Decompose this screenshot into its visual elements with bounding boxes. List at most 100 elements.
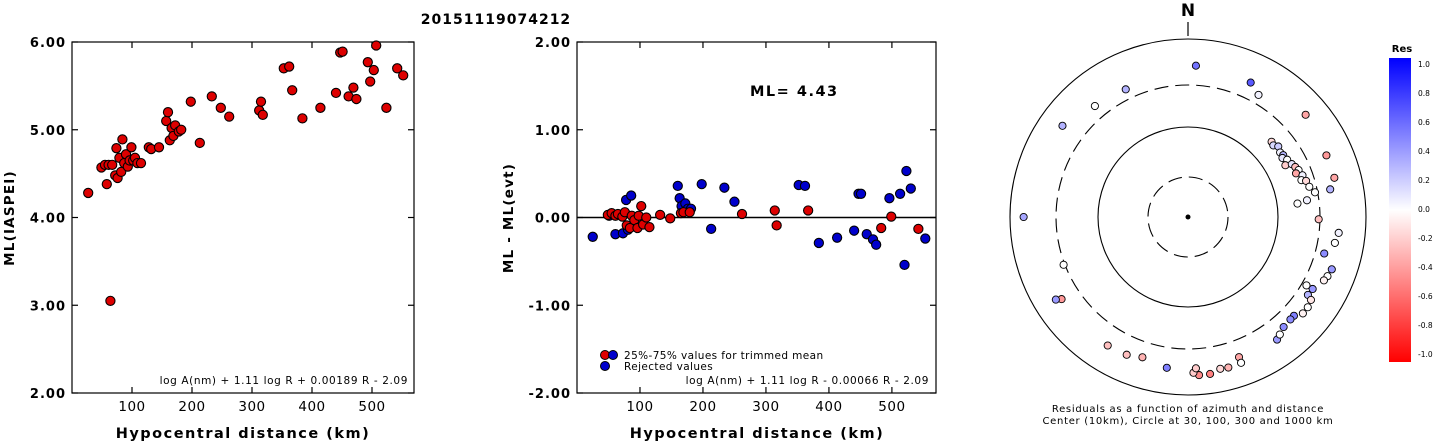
colorbar-tick-label: 0.8 bbox=[1418, 89, 1430, 98]
y-tick-label: 0.00 bbox=[535, 212, 571, 227]
azimuth-point bbox=[1305, 182, 1314, 191]
ml-point bbox=[126, 142, 137, 153]
colorbar-tick-label: -0.4 bbox=[1418, 263, 1433, 272]
residual-point-rejected bbox=[729, 196, 740, 207]
residual-point-rejected bbox=[855, 188, 867, 199]
colorbar-tick-label: -1.0 bbox=[1418, 350, 1433, 359]
azimuth-point bbox=[1237, 358, 1246, 367]
ml-point bbox=[284, 61, 295, 72]
legend-label-trimmed-mean: 25%-75% values for trimmed mean bbox=[624, 350, 824, 362]
panel1-formula: log A(nm) + 1.11 log R + 0.00189 R - 2.0… bbox=[160, 375, 408, 387]
azimuth-point bbox=[1306, 295, 1316, 304]
residual-point-trimmed bbox=[876, 222, 887, 234]
ml-point bbox=[111, 143, 122, 154]
ml-point bbox=[287, 85, 298, 96]
residual-point-trimmed bbox=[886, 211, 897, 222]
azimuth-point bbox=[1058, 121, 1067, 130]
azimuth-point bbox=[1308, 284, 1317, 294]
y-tick-label: 2.00 bbox=[535, 36, 571, 51]
ml-point bbox=[215, 102, 226, 113]
ring-100km bbox=[1097, 126, 1279, 308]
ml-point bbox=[153, 142, 165, 153]
ml-point bbox=[176, 124, 187, 135]
x-tick-label: 100 bbox=[118, 399, 145, 415]
y-tick-label: -2.00 bbox=[529, 387, 571, 402]
ml-point bbox=[362, 57, 373, 68]
ml-point bbox=[117, 134, 128, 145]
panel2-x-label: Hypocentral distance (km) bbox=[630, 426, 885, 441]
y-tick-label: 5.00 bbox=[30, 124, 66, 139]
x-tick-label: 400 bbox=[298, 399, 325, 415]
residual-point-rejected bbox=[626, 190, 637, 201]
azimuth-point bbox=[1059, 260, 1068, 269]
residual-point-rejected bbox=[587, 231, 598, 242]
residual-point-rejected bbox=[799, 180, 811, 192]
residual-point-trimmed bbox=[736, 208, 748, 220]
azimuth-point bbox=[1286, 315, 1295, 324]
colorbar-tick-label: 0.6 bbox=[1418, 118, 1430, 127]
ml-point bbox=[337, 46, 348, 57]
residual-point-trimmed bbox=[641, 212, 652, 223]
residual-point-trimmed bbox=[665, 213, 676, 224]
azimuth-point bbox=[1293, 199, 1302, 208]
residual-point-rejected bbox=[672, 180, 683, 192]
colorbar-tick-label: -0.6 bbox=[1418, 292, 1433, 301]
residual-point-trimmed bbox=[684, 207, 695, 218]
legend-marker-blue bbox=[608, 350, 618, 360]
azimuth-residual-panel: N Residuals as a function of azimuth and… bbox=[1009, 1, 1433, 427]
ml-point bbox=[348, 82, 359, 93]
y-tick-label: 1.00 bbox=[535, 124, 571, 139]
panel2-legend: 25%-75% values for trimmed mean Rejected… bbox=[600, 350, 824, 373]
legend-label-rejected: Rejected values bbox=[624, 361, 713, 373]
ml-point bbox=[330, 87, 342, 99]
colorbar-tick-label: -0.8 bbox=[1418, 321, 1433, 330]
north-label: N bbox=[1181, 1, 1195, 21]
residual-point-rejected bbox=[871, 239, 882, 250]
ring-30km bbox=[1147, 176, 1229, 258]
ml-point bbox=[257, 109, 268, 120]
residual-point-rejected bbox=[884, 193, 895, 204]
colorbar-tick-label: -0.2 bbox=[1418, 234, 1433, 243]
polar-points bbox=[1019, 61, 1343, 380]
panel1-x-label: Hypocentral distance (km) bbox=[116, 426, 371, 441]
residual-point-rejected bbox=[894, 188, 906, 199]
x-tick-label: 500 bbox=[878, 399, 905, 415]
panel2-x-axis: 100 200 300 400 500 bbox=[626, 42, 905, 415]
colorbar-gradient bbox=[1389, 58, 1411, 362]
residual-point-rejected bbox=[831, 232, 843, 243]
panel1-points bbox=[83, 40, 409, 307]
ml-point bbox=[162, 107, 174, 118]
azimuth-point bbox=[1162, 363, 1171, 372]
azimuth-point bbox=[1330, 173, 1339, 182]
azimuth-point bbox=[1090, 101, 1099, 111]
azimuth-point bbox=[1301, 110, 1310, 119]
x-tick-label: 300 bbox=[238, 399, 265, 415]
residual-point-rejected bbox=[696, 179, 707, 190]
residual-point-trimmed bbox=[769, 205, 780, 216]
azimuth-point bbox=[1019, 212, 1028, 222]
azimuth-point bbox=[1334, 228, 1343, 237]
ml-point bbox=[351, 93, 362, 105]
residual-point-trimmed bbox=[644, 222, 655, 233]
epicenter-marker bbox=[1185, 214, 1191, 220]
residual-point-rejected bbox=[813, 237, 825, 249]
azimuth-point bbox=[1303, 303, 1312, 312]
azimuth-point bbox=[1279, 322, 1288, 332]
colorbar-tick-label: 0.4 bbox=[1418, 147, 1430, 156]
azimuth-point bbox=[1281, 161, 1290, 170]
ml-point bbox=[365, 76, 376, 87]
residual-point-rejected bbox=[848, 225, 860, 236]
azimuth-point bbox=[1314, 215, 1323, 224]
ml-point bbox=[255, 96, 267, 107]
panel2-formula: log A(nm) + 1.11 log R - 0.00066 R - 2.0… bbox=[686, 375, 929, 387]
event-title: 20151119074212 bbox=[421, 12, 571, 28]
residual-point-rejected bbox=[899, 259, 910, 271]
colorbar-tick-label: 0.0 bbox=[1418, 205, 1430, 214]
residual-point-trimmed bbox=[654, 209, 666, 221]
azimuth-point bbox=[1254, 90, 1263, 99]
panel2-y-axis: -2.00 -1.00 0.00 1.00 2.00 bbox=[529, 36, 936, 402]
azimuth-point bbox=[1327, 265, 1336, 274]
panel2-y-label: ML - ML(evt) bbox=[501, 163, 517, 273]
ml-point bbox=[135, 157, 147, 169]
ml-point bbox=[368, 64, 379, 76]
